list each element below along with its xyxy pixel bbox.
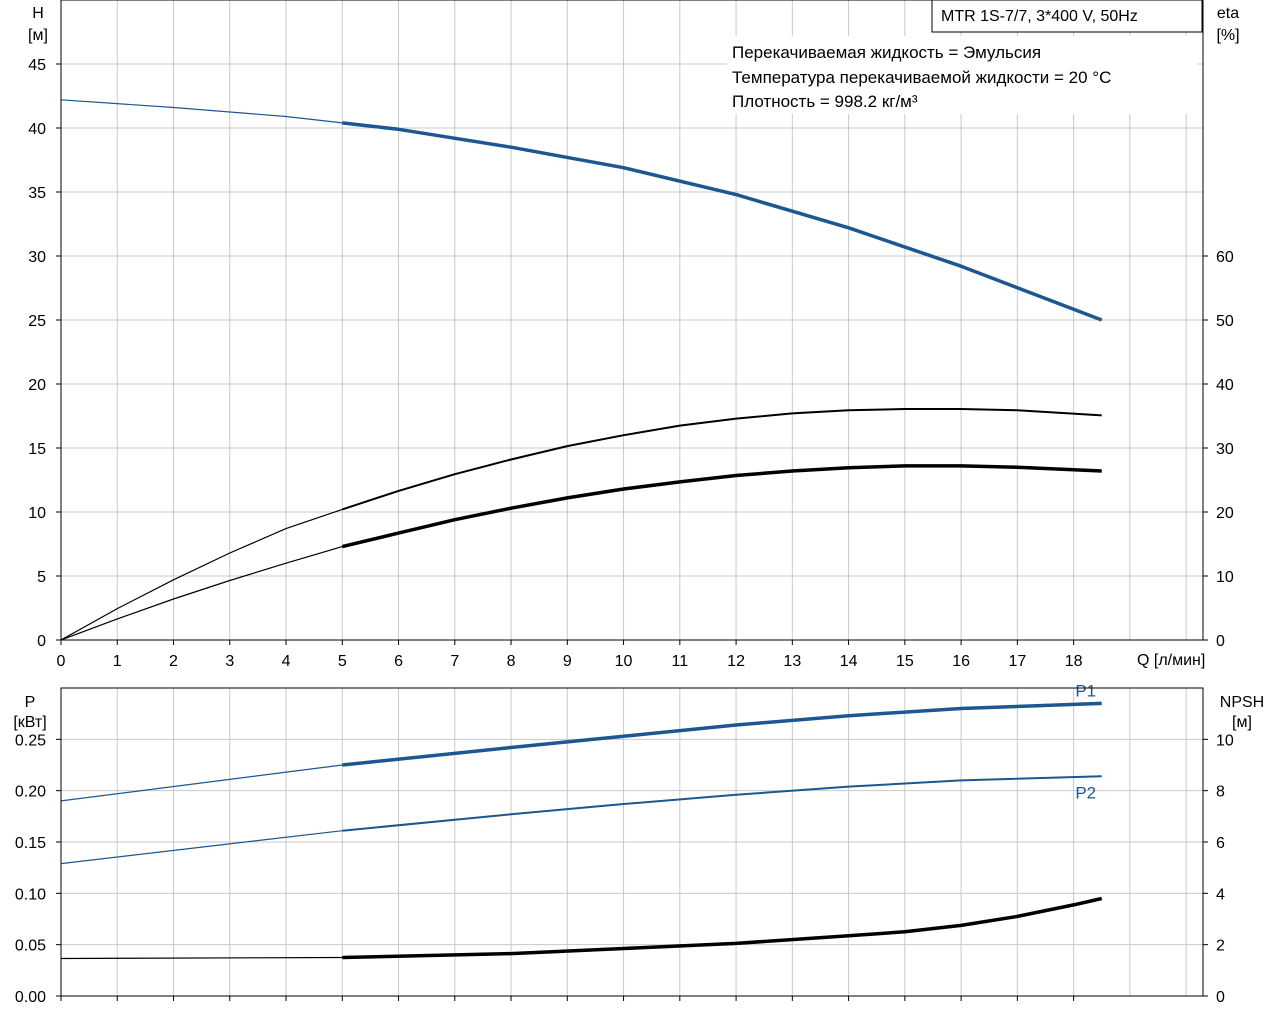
series-NPSH-extrapolated [60, 956, 343, 960]
y-left-tick-label: 35 [28, 185, 46, 202]
y-left-tick-label: 5 [37, 569, 46, 586]
series-NPSH-line [342, 896, 1103, 960]
x-tick-label: 12 [727, 653, 745, 670]
series-P1-label: P1 [1075, 681, 1096, 700]
lower-right-label-1: NPSH [1220, 694, 1264, 711]
info-line-density: Плотность = 998.2 кг/м³ [732, 92, 918, 111]
y-right-tick-label: 10 [1216, 732, 1234, 749]
x-tick-label: 10 [615, 653, 633, 670]
y-left-tick-label: 0.05 [15, 938, 46, 955]
x-tick-label: 3 [225, 653, 234, 670]
y-right-tick-label: 8 [1216, 784, 1225, 801]
y-right-tick-label: 60 [1216, 249, 1234, 266]
upper-plot-frame [60, 0, 1204, 641]
y-left-tick-label: 40 [28, 121, 46, 138]
info-box-bg [727, 36, 1197, 114]
series-H-line [342, 121, 1103, 322]
upper-right-label-2: [%] [1216, 27, 1239, 44]
series-eta_pump-line [341, 464, 1102, 549]
x-tick-label: 4 [282, 653, 291, 670]
series-P2-line [342, 775, 1102, 832]
x-tick-label: 17 [1008, 653, 1026, 670]
y-right-tick-label: 6 [1216, 835, 1225, 852]
y-right-tick-label: 0 [1216, 989, 1225, 1006]
series-eta_total-line [341, 408, 1102, 511]
title-box [931, 0, 1203, 33]
x-tick-label: 18 [1065, 653, 1083, 670]
upper-right-label-1: eta [1217, 5, 1239, 22]
x-tick-label: 11 [672, 653, 689, 670]
y-left-tick-label: 45 [28, 57, 46, 74]
y-right-tick-label: 10 [1216, 569, 1234, 586]
info-line-liquid: Перекачиваемая жидкость = Эмульсия [732, 43, 1041, 62]
y-left-tick-label: 0.20 [15, 784, 46, 801]
upper-grid [60, 0, 1203, 645]
x-tick-label: 15 [896, 653, 914, 670]
lower-right-label-2: [м] [1232, 714, 1252, 731]
x-tick-label: 5 [338, 653, 347, 670]
upper-series [60, 99, 1103, 641]
y-left-tick-label: 0 [37, 633, 46, 650]
upper-left-label-2: [м] [28, 27, 48, 44]
series-P1-extrapolated [60, 764, 343, 802]
y-right-tick-label: 30 [1216, 441, 1234, 458]
x-tick-label: 2 [169, 653, 178, 670]
x-tick-label: 6 [394, 653, 403, 670]
y-right-tick-label: 4 [1216, 886, 1225, 903]
x-tick-label: 14 [840, 653, 858, 670]
y-left-tick-label: 0.10 [15, 886, 46, 903]
x-tick-label: 1 [113, 653, 122, 670]
lower-plot-frame [60, 687, 1204, 997]
x-tick-label: 7 [450, 653, 459, 670]
x-tick-label: 0 [57, 653, 66, 670]
series-P2-extrapolated [60, 830, 343, 865]
lower-series: P1 P2 [60, 681, 1103, 960]
series-H-extrapolated [60, 99, 343, 124]
y-right-tick-label: 40 [1216, 377, 1234, 394]
y-right-tick-label: 2 [1216, 938, 1225, 955]
lower-left-label-1: P [25, 694, 36, 711]
y-left-tick-label: 0.15 [15, 835, 46, 852]
x-tick-label: 16 [952, 653, 970, 670]
lower-tick-labels: 0.00 0.05 0.10 0.15 0.20 0.25 0 2 4 6 8 10 [15, 732, 1234, 1006]
y-right-tick-label: 0 [1216, 633, 1225, 650]
x-axis-label: Q [л/мин] [1137, 652, 1205, 669]
y-left-tick-label: 25 [28, 313, 46, 330]
y-left-tick-label: 0.25 [15, 732, 46, 749]
y-left-tick-label: 15 [28, 441, 46, 458]
y-left-tick-label: 10 [28, 505, 46, 522]
y-left-tick-label: 20 [28, 377, 46, 394]
y-left-tick-label: 30 [28, 249, 46, 266]
series-eta_pump-extrapolated [60, 546, 343, 641]
info-line-temperature: Температура перекачиваемой жидкости = 20… [732, 68, 1111, 87]
x-tick-label: 13 [783, 653, 801, 670]
lower-left-label-2: [кВт] [13, 714, 46, 731]
x-tick-label: 8 [507, 653, 516, 670]
series-eta_total-extrapolated [60, 508, 343, 641]
series-P2-label: P2 [1075, 783, 1096, 802]
y-right-tick-label: 20 [1216, 505, 1234, 522]
pump-title: MTR 1S-7/7, 3*400 V, 50Hz [941, 8, 1138, 25]
upper-left-label-1: H [32, 5, 44, 22]
series-P1-line [342, 701, 1102, 767]
y-right-tick-label: 50 [1216, 313, 1234, 330]
x-tick-label: 9 [563, 653, 572, 670]
y-left-tick-label: 0.00 [15, 989, 46, 1006]
